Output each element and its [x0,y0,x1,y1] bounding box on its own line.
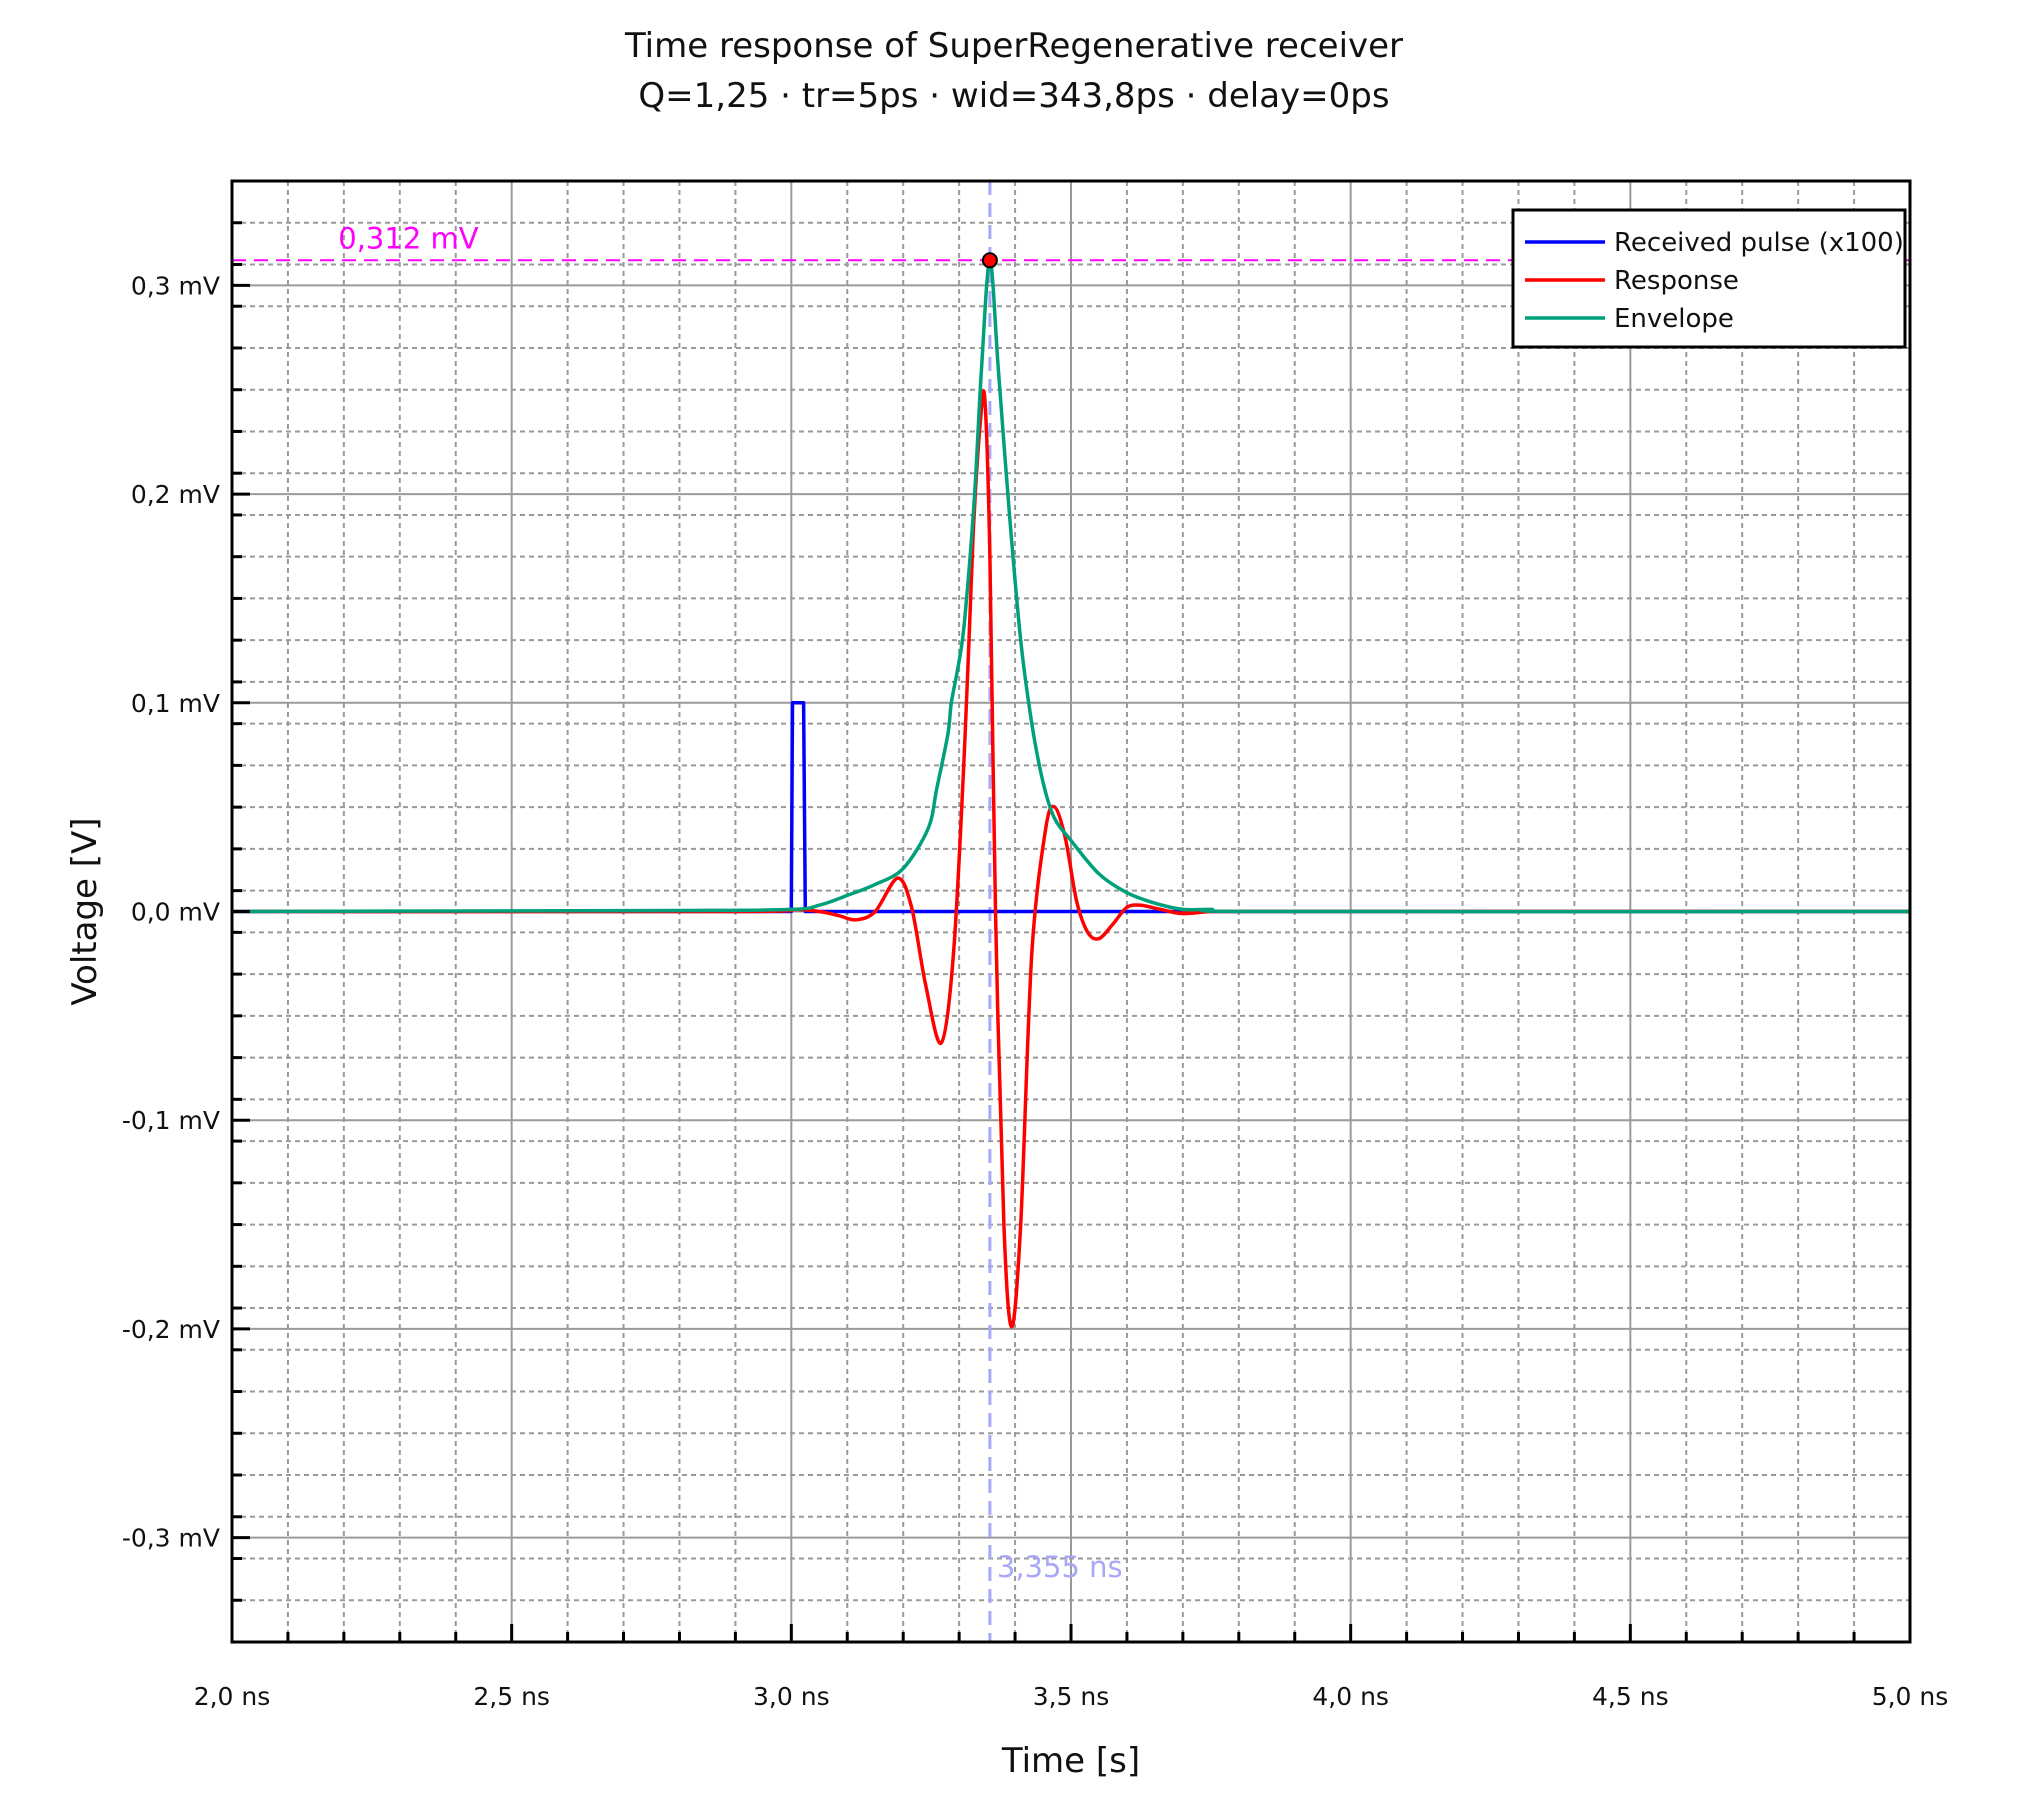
legend-label: Envelope [1614,304,1734,334]
x-tick-label: 2,0 ns [194,1682,271,1711]
legend-label: Response [1614,266,1739,296]
x-tick-label: 5,0 ns [1872,1682,1949,1711]
y-axis-title: Voltage [V] [65,817,105,1005]
peak-value-label: 0,312 mV [338,221,478,255]
legend: Received pulse (x100) Response Envelope [1511,208,1907,349]
chart-subtitle: Q=1,25 · tr=5ps · wid=343,8ps · delay=0p… [638,76,1390,116]
x-tick-label: 3,5 ns [1033,1682,1110,1711]
y-tick-label: -0,3 mV [122,1524,220,1553]
y-tick-label: 0,2 mV [131,480,220,509]
chart-title: Time response of SuperRegenerative recei… [624,26,1404,66]
y-tick-label: 0,3 mV [131,271,220,300]
x-tick-label: 2,5 ns [473,1682,550,1711]
peak-marker [981,252,998,269]
y-tick-label: -0,1 mV [122,1106,220,1135]
response-series [231,389,1910,1329]
x-tick-label: 3,0 ns [753,1682,830,1711]
legend-label: Received pulse (x100) [1614,228,1904,258]
y-tick-label: 0,0 mV [131,898,220,927]
y-tick-label: -0,2 mV [122,1315,220,1344]
y-tick-label: 0,1 mV [131,689,220,718]
x-axis-title: Time [s] [1001,1741,1140,1781]
x-tick-label: 4,5 ns [1592,1682,1669,1711]
peak-marker-dot [981,252,998,269]
axis-labels: 2,0 ns 2,5 ns 3,0 ns 3,5 ns 4,0 ns 4,5 ns 5,0 … [65,221,1948,1781]
peak-time-label: 3,355 ns [997,1550,1123,1584]
axis-ticks [230,221,1912,1642]
x-tick-label: 4,0 ns [1312,1682,1389,1711]
